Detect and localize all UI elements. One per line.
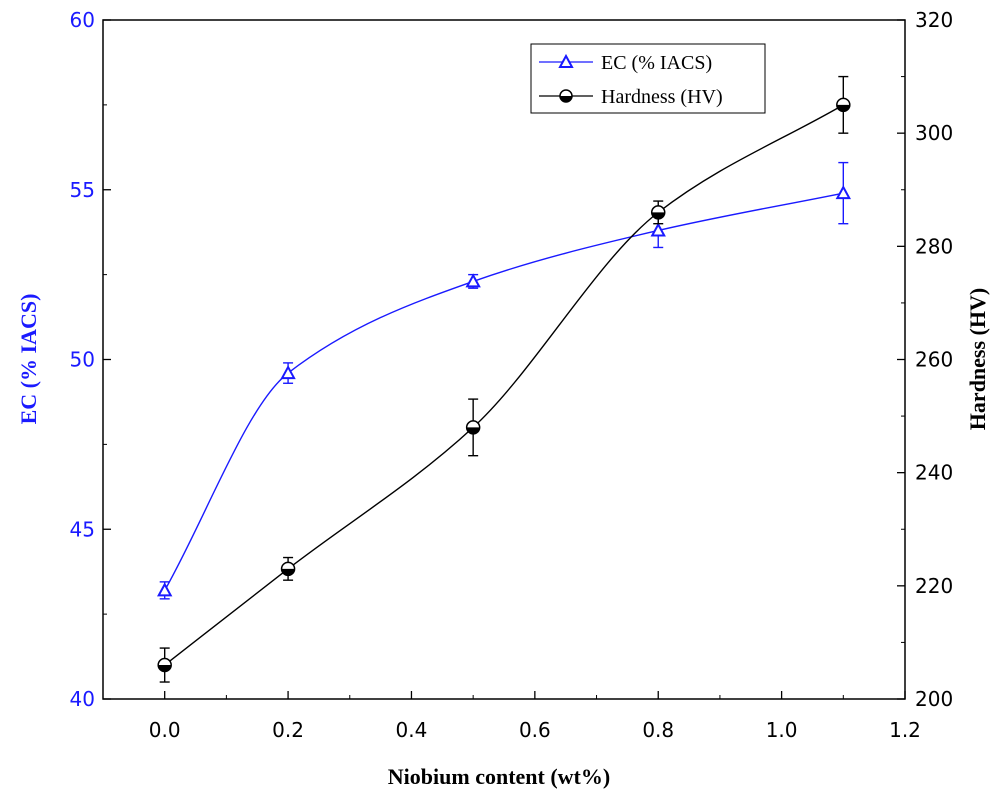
legend-label-hardness: Hardness (HV)	[601, 86, 723, 108]
legend-box	[530, 43, 766, 114]
x-tick-label: 0.2	[272, 718, 304, 742]
plot-frame	[102, 19, 906, 700]
x-tick-label: 1.2	[889, 718, 921, 742]
y-right-tick-label: 200	[915, 687, 953, 711]
y-right-tick-label: 240	[915, 461, 953, 485]
y-left-tick-label: 50	[70, 348, 95, 372]
y-left-tick-label: 45	[70, 517, 95, 541]
data-point-hardness	[465, 420, 481, 435]
series-line-ec	[164, 192, 844, 591]
y-right-tick-label: 320	[915, 8, 953, 32]
data-point-ec	[465, 273, 481, 288]
y-right-tick-label: 260	[915, 348, 953, 372]
x-tick-label: 0.6	[519, 718, 551, 742]
x-tick-label: 1.0	[766, 718, 798, 742]
y-right-tick-label: 220	[915, 574, 953, 598]
y-left-tick-label: 60	[70, 8, 95, 32]
data-point-ec	[835, 185, 851, 200]
data-point-hardness	[650, 205, 666, 220]
legend-marker-hardness	[559, 89, 573, 103]
y-right-tick-label: 280	[915, 234, 953, 258]
y-right-tick-label: 300	[915, 121, 953, 145]
y-axis-left-title: EC (% IACS)	[16, 294, 41, 425]
data-point-hardness	[280, 561, 296, 577]
data-point-hardness	[157, 657, 172, 673]
y-left-tick-label: 40	[70, 687, 95, 711]
legend: EC (% IACS) Hardness (HV)	[530, 43, 766, 114]
series-line-hardness	[164, 104, 844, 666]
x-axis-title: Niobium content (wt%)	[388, 764, 610, 789]
data-point-hardness	[836, 97, 851, 113]
x-tick-label: 0.4	[396, 718, 428, 742]
data-point-ec	[650, 222, 666, 237]
legend-label-ec: EC (% IACS)	[601, 52, 712, 74]
y-left-tick-label: 55	[70, 178, 95, 202]
x-tick-label: 0.0	[149, 718, 181, 742]
legend-marker-ec	[558, 53, 574, 68]
x-tick-label: 0.8	[642, 718, 674, 742]
y-axis-right-title: Hardness (HV)	[965, 288, 990, 430]
data-point-ec	[157, 582, 173, 597]
data-point-ec	[280, 364, 296, 380]
